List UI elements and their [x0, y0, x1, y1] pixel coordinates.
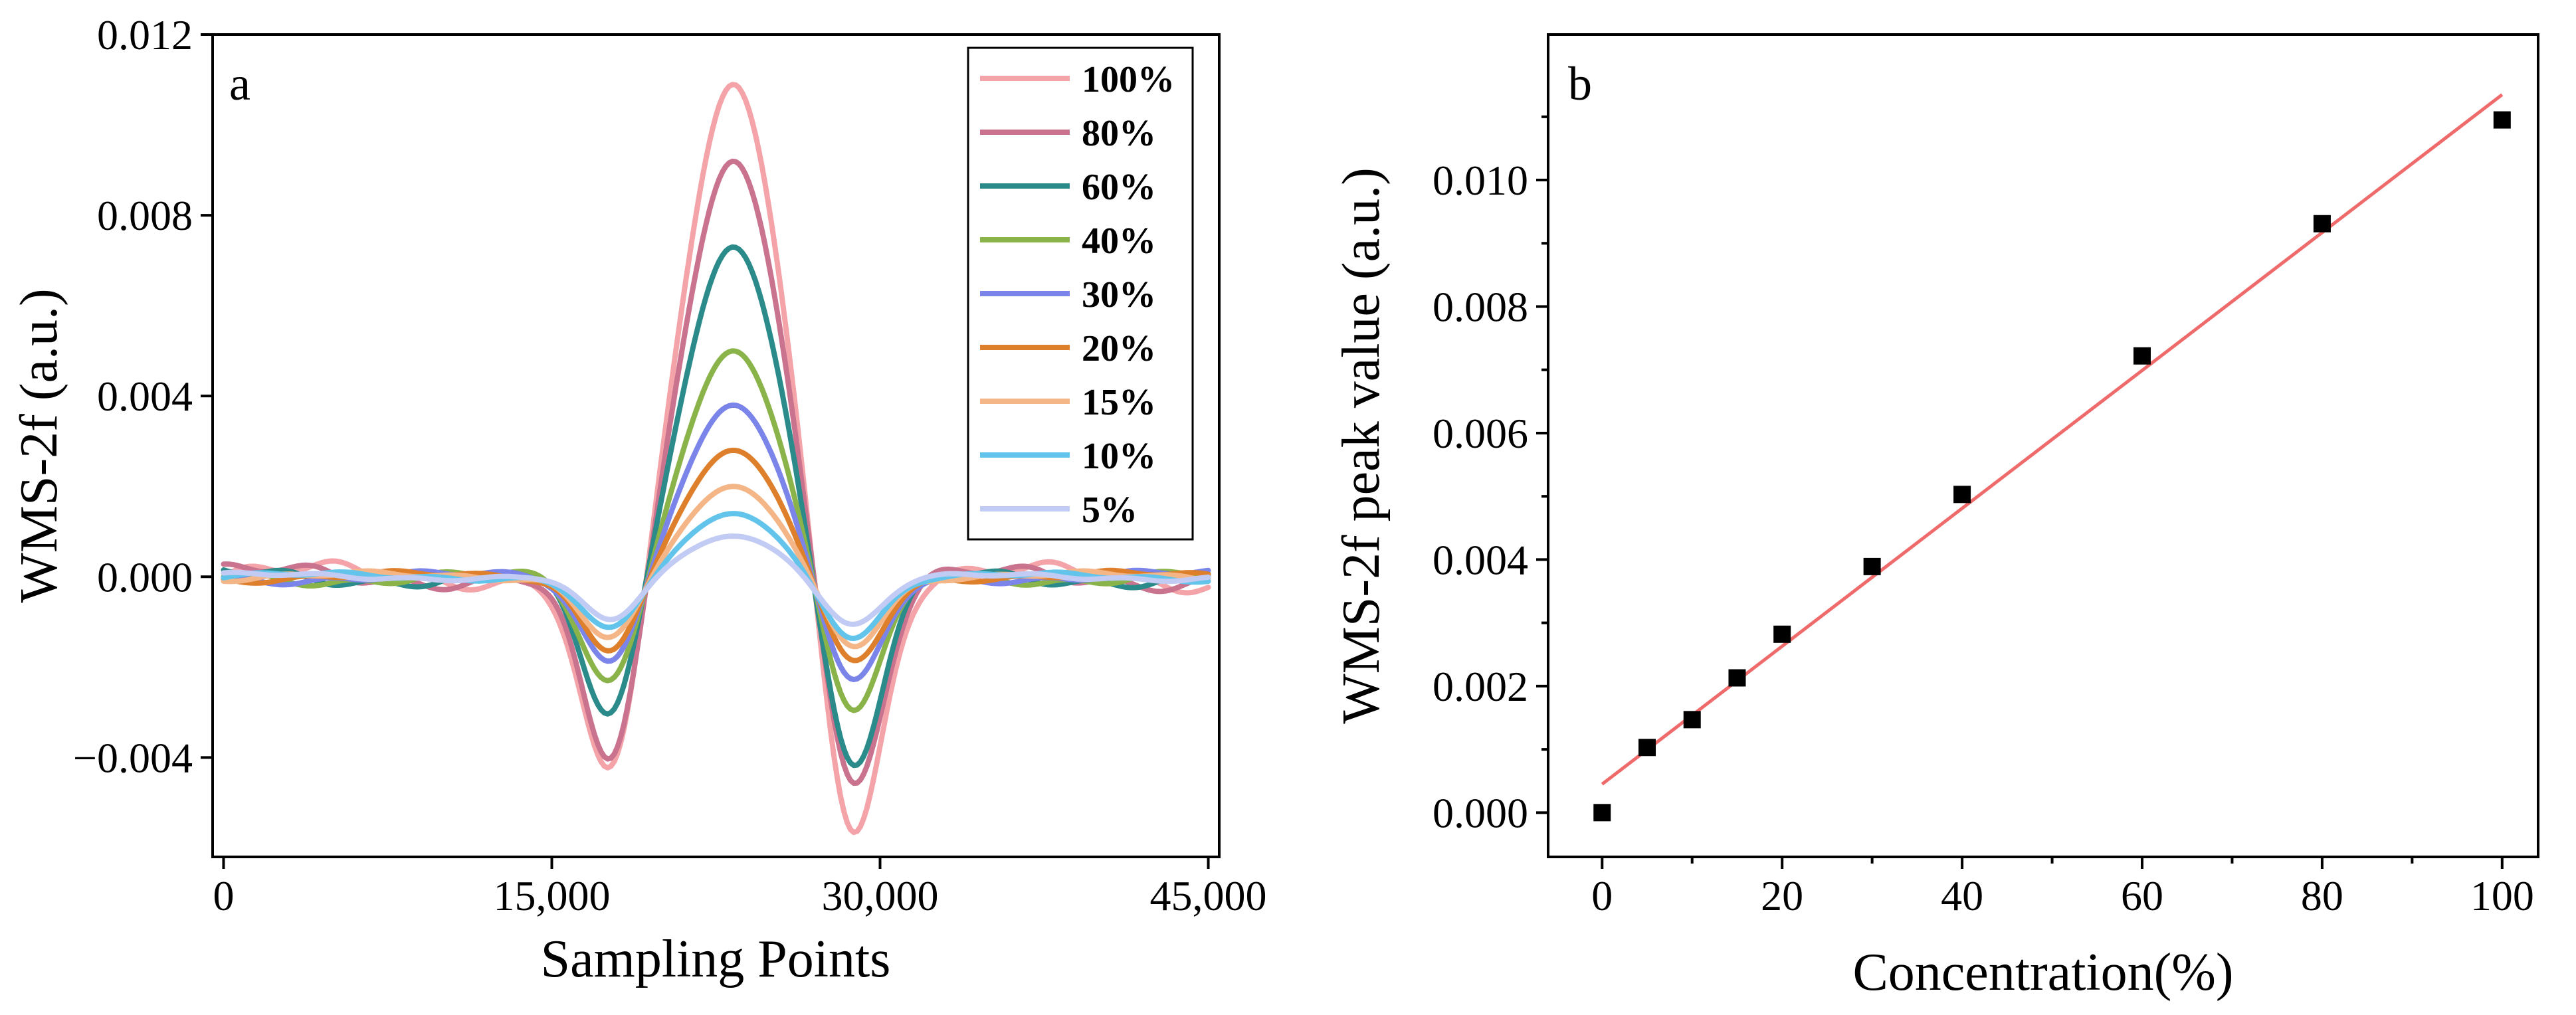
panel-a-y-tick-label: 0.000 [97, 553, 193, 600]
panel-a-x-axis-label: Sampling Points [541, 930, 891, 988]
panel-a-label: a [229, 57, 250, 110]
panel-b-data-point [2313, 215, 2331, 232]
panel-b-points-group [1593, 111, 2511, 822]
panel-b-x-tick-label: 100 [2470, 872, 2534, 919]
panel-a-y-tick-label: 0.012 [97, 11, 193, 58]
panel-a-y-tick-label: 0.004 [97, 373, 193, 420]
panel-b-x-tick-label: 20 [1761, 872, 1803, 919]
panel-b-x-axis-label: Concentration(%) [1852, 943, 2233, 1002]
panel-a-legend-label: 100% [1082, 59, 1175, 100]
panel-b-x-tick-label: 60 [2121, 872, 2163, 919]
panel-b-x-tick-label: 40 [1941, 872, 1983, 919]
panel-b-data-point [2133, 347, 2151, 365]
panel-b-x-tick-label: 0 [1591, 872, 1613, 919]
panel-b-ticks: 0 20 40 60 80 100 0.000 0.002 0.004 0.006 0.008 0.0… [1433, 115, 2534, 919]
panel-b-fit-line [1601, 93, 2504, 786]
panel-a-chart: 0 15,000 30,000 45,000 −0.004 0.000 0.004 0.008… [10, 11, 1267, 988]
panel-b-plot-frame [1547, 33, 2539, 858]
panel-a-y-tick-label: −0.004 [73, 734, 193, 781]
panel-b-data-point [1683, 711, 1701, 729]
panel-a-legend-label: 30% [1082, 274, 1156, 316]
panel-b-y-axis-label: WMS-2f peak value (a.u.) [1332, 167, 1391, 723]
panel-b-data-point [1728, 669, 1746, 687]
panel-b-fit-group [1601, 93, 2504, 786]
panel-b-y-tick-label: 0.008 [1433, 283, 1528, 330]
panel-b-data-point [1863, 557, 1881, 575]
panel-b-data-point [1638, 739, 1656, 757]
panel-a-series-line [221, 533, 1211, 627]
panel-b-y-tick-label: 0.000 [1433, 789, 1528, 836]
panel-b-x-tick-label: 80 [2301, 872, 2343, 919]
panel-a-x-tick-label: 30,000 [822, 872, 939, 919]
panel-b-y-tick-label: 0.002 [1433, 663, 1528, 710]
panel-a-ticks: 0 15,000 30,000 45,000 −0.004 0.000 0.004 0.008… [73, 11, 1267, 919]
panel-b-data-point [1953, 486, 1971, 504]
panel-a-legend-label: 80% [1082, 113, 1156, 154]
panel-a-x-tick-label: 0 [213, 872, 234, 919]
panel-b-y-tick-label: 0.004 [1433, 536, 1528, 583]
panel-a-series-group [221, 82, 1211, 836]
panel-b-data-point [1593, 804, 1611, 822]
panel-a-y-tick-label: 0.008 [97, 192, 193, 239]
panel-a-legend-label: 15% [1082, 382, 1156, 423]
panel-a-legend-label: 20% [1082, 328, 1156, 369]
panel-b-data-point [1773, 625, 1791, 643]
panel-a-legend-label: 60% [1082, 167, 1156, 208]
panel-a-y-axis-label: WMS-2f (a.u.) [10, 288, 68, 602]
panel-b-y-tick-label: 0.006 [1433, 410, 1528, 457]
panel-a-legend: 100% 80% 60% 40% 30% 20% 15% 10% 5% [967, 46, 1194, 541]
panel-a-plot-frame [211, 33, 1221, 858]
panel-b-data-point [2493, 111, 2511, 129]
panel-b-label: b [1568, 57, 1592, 110]
panel-b-y-tick-label: 0.010 [1433, 157, 1528, 204]
panel-a-legend-label: 5% [1082, 490, 1138, 531]
panel-a-legend-label: 10% [1082, 436, 1156, 477]
panel-a-series-line [221, 348, 1211, 713]
panel-a-x-tick-label: 15,000 [493, 872, 610, 919]
panel-a-legend-label: 40% [1082, 221, 1156, 262]
panel-a-x-tick-label: 45,000 [1150, 872, 1267, 919]
panel-b-chart: 0 20 40 60 80 100 0.000 0.002 0.004 0.006 0.008 0.0… [1332, 33, 2539, 1002]
